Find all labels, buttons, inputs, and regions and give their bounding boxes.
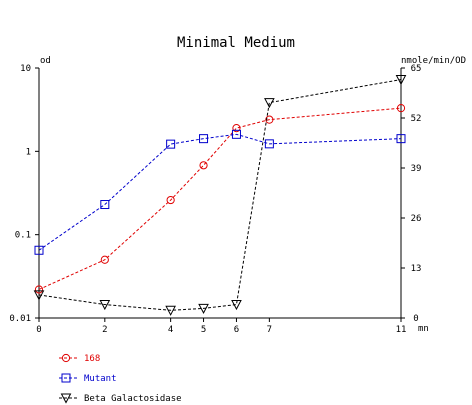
data-point-triangle bbox=[231, 300, 242, 311]
x-tick-label: 11 bbox=[396, 325, 407, 335]
y-right-tick-label: 52 bbox=[411, 114, 422, 124]
legend-marker-square bbox=[61, 373, 71, 383]
legend: 168 Mutant Beta Galactosidase bbox=[59, 353, 182, 404]
data-point-circle bbox=[34, 285, 44, 294]
data-point-triangle bbox=[33, 290, 45, 301]
data-point-circle bbox=[199, 161, 208, 170]
data-point-triangle bbox=[264, 98, 275, 109]
y-axis-left-label: od bbox=[40, 56, 51, 66]
data-point-square bbox=[34, 245, 44, 255]
data-point-triangle bbox=[99, 300, 111, 311]
axes: 0 2 4 5 6 7 11 10 1 0.1 0.01 65 52 39 26 13 0 bbox=[9, 64, 421, 335]
x-tick-label: 6 bbox=[234, 325, 239, 335]
legend-label: Mutant bbox=[84, 374, 117, 384]
data-point-triangle bbox=[198, 303, 209, 314]
data-point-square bbox=[264, 139, 274, 149]
series-line-triangle bbox=[38, 79, 402, 311]
chart-title: Minimal Medium bbox=[177, 35, 295, 51]
x-tick-label: 4 bbox=[168, 325, 173, 335]
y-right-tick-label: 39 bbox=[411, 164, 422, 174]
data-point-square bbox=[231, 129, 241, 139]
data-point-triangle bbox=[165, 305, 176, 316]
data-point-triangle bbox=[395, 75, 407, 86]
data-point-circle bbox=[100, 255, 109, 264]
series-line-circle bbox=[38, 107, 402, 290]
y-left-tick-label: 0.1 bbox=[15, 231, 31, 241]
x-axis-label: mn bbox=[418, 324, 429, 334]
plot-area bbox=[33, 75, 407, 316]
data-point-square bbox=[100, 200, 110, 210]
x-tick-label: 0 bbox=[36, 325, 41, 335]
y-left-tick-label: 1 bbox=[26, 147, 31, 157]
x-tick-label: 7 bbox=[267, 325, 272, 335]
data-point-circle bbox=[166, 195, 175, 205]
y-right-tick-label: 13 bbox=[411, 264, 422, 274]
y-left-tick-label: 0.01 bbox=[9, 314, 31, 324]
y-right-tick-label: 65 bbox=[411, 64, 422, 74]
y-right-tick-label: 0 bbox=[413, 314, 418, 324]
y-axis-right-label: nmole/min/OD bbox=[401, 56, 466, 66]
data-point-square bbox=[199, 134, 209, 144]
series-line-square bbox=[38, 133, 402, 251]
y-left-tick-label: 10 bbox=[20, 64, 31, 74]
legend-label: 168 bbox=[84, 354, 100, 364]
data-point-square bbox=[396, 134, 406, 144]
x-tick-label: 5 bbox=[201, 325, 206, 335]
x-tick-label: 2 bbox=[102, 325, 107, 335]
legend-marker-triangle bbox=[60, 393, 72, 404]
data-point-circle bbox=[232, 124, 241, 133]
legend-label: Beta Galactosidase bbox=[84, 394, 182, 404]
data-point-circle bbox=[396, 104, 406, 113]
y-right-tick-label: 26 bbox=[411, 214, 422, 224]
legend-marker-circle bbox=[61, 353, 71, 363]
data-point-circle bbox=[265, 115, 274, 124]
data-point-square bbox=[166, 139, 176, 149]
